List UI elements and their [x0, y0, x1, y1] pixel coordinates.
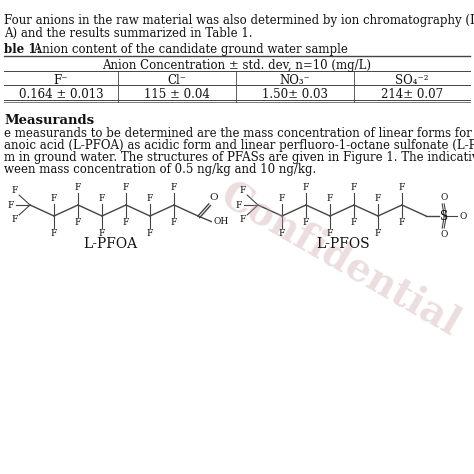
Text: F: F [171, 218, 177, 227]
Text: F: F [279, 229, 285, 238]
Text: L-PFOA: L-PFOA [83, 237, 137, 251]
Text: F: F [327, 194, 333, 203]
Text: Confidential: Confidential [214, 176, 466, 344]
Text: ween mass concentration of 0.5 ng/kg and 10 ng/kg.: ween mass concentration of 0.5 ng/kg and… [4, 163, 316, 176]
Text: F: F [303, 183, 309, 192]
Text: F: F [147, 229, 153, 238]
Text: Measurands: Measurands [4, 114, 94, 127]
Text: OH: OH [213, 217, 228, 226]
Text: F: F [235, 201, 242, 210]
Text: NO₃⁻: NO₃⁻ [280, 74, 310, 87]
Text: Anion content of the candidate ground water sample: Anion content of the candidate ground wa… [30, 43, 348, 56]
Text: F: F [171, 183, 177, 192]
Text: 0.164 ± 0.013: 0.164 ± 0.013 [18, 88, 103, 101]
Text: m in ground water. The structures of PFASs are given in Figure 1. The indicative: m in ground water. The structures of PFA… [4, 151, 474, 164]
Text: F: F [399, 183, 405, 192]
Text: F: F [399, 218, 405, 227]
Text: F: F [279, 194, 285, 203]
Text: SO₄⁻²: SO₄⁻² [395, 74, 429, 87]
Text: 1.50± 0.03: 1.50± 0.03 [262, 88, 328, 101]
Text: 115 ± 0.04: 115 ± 0.04 [144, 88, 210, 101]
Text: F: F [303, 218, 309, 227]
Text: Cl⁻: Cl⁻ [167, 74, 186, 87]
Text: F⁻: F⁻ [54, 74, 68, 87]
Text: e measurands to be determined are the mass concentration of linear forms for per: e measurands to be determined are the ma… [4, 127, 474, 140]
Text: F: F [240, 186, 246, 195]
Text: F: F [12, 186, 18, 195]
Text: ble 1:: ble 1: [4, 43, 41, 56]
Text: O: O [459, 211, 467, 220]
Text: F: F [123, 218, 129, 227]
Text: F: F [12, 215, 18, 224]
Text: anoic acid (L-PFOA) as acidic form and linear perfluoro-1-octane sulfonate (L-PF: anoic acid (L-PFOA) as acidic form and l… [4, 139, 474, 152]
Text: O: O [440, 193, 448, 202]
Text: F: F [7, 201, 14, 210]
Text: F: F [51, 194, 57, 203]
Text: Anion Concentration ± std. dev, n=10 (mg/L): Anion Concentration ± std. dev, n=10 (mg… [102, 59, 372, 72]
Text: F: F [51, 229, 57, 238]
Text: F: F [351, 218, 357, 227]
Text: F: F [147, 194, 153, 203]
Text: F: F [99, 229, 105, 238]
Text: F: F [123, 183, 129, 192]
Text: F: F [351, 183, 357, 192]
Text: F: F [327, 229, 333, 238]
Text: O: O [440, 230, 448, 239]
Text: F: F [75, 183, 81, 192]
Text: F: F [240, 215, 246, 224]
Text: L-PFOS: L-PFOS [316, 237, 370, 251]
Text: S: S [440, 210, 448, 222]
Text: O: O [210, 193, 219, 202]
Text: Four anions in the raw material was also determined by ion chromatography (Dione: Four anions in the raw material was also… [4, 14, 474, 27]
Text: F: F [99, 194, 105, 203]
Text: F: F [375, 194, 381, 203]
Text: F: F [375, 229, 381, 238]
Text: 214± 0.07: 214± 0.07 [381, 88, 443, 101]
Text: F: F [75, 218, 81, 227]
Text: A) and the results summarized in Table 1.: A) and the results summarized in Table 1… [4, 27, 253, 40]
